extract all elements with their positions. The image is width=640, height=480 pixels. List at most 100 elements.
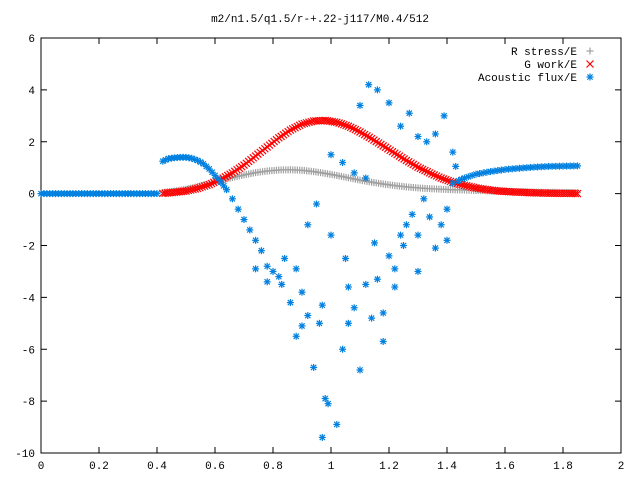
data-point bbox=[318, 301, 326, 309]
data-point bbox=[333, 420, 341, 428]
data-point bbox=[465, 182, 473, 191]
data-point bbox=[327, 231, 335, 239]
chart-title: m2/n1.5/q1.5/r-+.22-j117/M0.4/512 bbox=[211, 14, 429, 26]
legend-marker bbox=[586, 73, 594, 81]
data-point bbox=[300, 119, 309, 128]
data-point bbox=[397, 153, 406, 162]
data-point bbox=[220, 182, 228, 190]
data-point bbox=[363, 132, 371, 140]
data-point bbox=[278, 280, 286, 288]
data-point bbox=[402, 221, 410, 229]
data-point bbox=[439, 174, 448, 183]
data-point bbox=[335, 119, 344, 127]
data-point bbox=[223, 186, 231, 194]
data-point bbox=[324, 400, 332, 408]
data-point bbox=[372, 137, 381, 146]
data-point bbox=[393, 150, 402, 159]
data-point bbox=[391, 283, 399, 291]
data-point bbox=[386, 146, 395, 155]
data-point bbox=[405, 109, 413, 117]
data-point bbox=[291, 123, 299, 132]
plot-frame bbox=[40, 37, 622, 454]
x-tick-label: 1.2 bbox=[379, 461, 399, 473]
series-layer bbox=[37, 81, 582, 441]
data-point bbox=[339, 159, 347, 166]
legend-marker bbox=[586, 60, 594, 68]
data-point bbox=[368, 314, 376, 322]
data-point bbox=[189, 185, 197, 194]
data-point bbox=[226, 170, 235, 179]
data-point bbox=[184, 186, 193, 195]
data-point bbox=[573, 189, 582, 198]
data-point bbox=[400, 155, 409, 163]
x-tick-label: 0.8 bbox=[263, 461, 283, 473]
data-point bbox=[182, 187, 190, 195]
data-point bbox=[408, 210, 416, 218]
data-point bbox=[423, 167, 432, 176]
data-point bbox=[469, 183, 478, 192]
data-point bbox=[423, 138, 431, 146]
data-point bbox=[362, 174, 370, 182]
y-tick-label: 0 bbox=[28, 190, 35, 202]
data-point bbox=[257, 247, 265, 255]
data-point bbox=[318, 433, 326, 441]
data-point bbox=[332, 118, 341, 127]
data-point bbox=[344, 122, 353, 131]
data-point bbox=[356, 101, 364, 109]
data-point bbox=[397, 231, 405, 239]
data-point bbox=[391, 265, 399, 273]
data-point bbox=[376, 140, 385, 149]
data-point bbox=[452, 162, 460, 170]
data-point bbox=[298, 120, 306, 129]
y-tick-label: -6 bbox=[22, 345, 35, 357]
data-point bbox=[411, 161, 420, 170]
data-point bbox=[246, 226, 254, 234]
x-tick-label: 1 bbox=[328, 461, 335, 473]
legend-label: G work/E bbox=[524, 60, 577, 72]
data-point bbox=[360, 130, 369, 139]
data-point bbox=[298, 288, 306, 296]
data-point bbox=[240, 216, 248, 224]
x-tick-label: 1.4 bbox=[437, 461, 457, 473]
data-point bbox=[383, 144, 392, 153]
data-point bbox=[293, 122, 302, 131]
data-point bbox=[379, 309, 387, 317]
x-tick-label: 0.2 bbox=[89, 461, 109, 473]
data-point bbox=[339, 345, 347, 353]
data-point bbox=[281, 254, 289, 262]
data-point bbox=[315, 319, 323, 327]
data-point bbox=[397, 122, 405, 130]
data-point bbox=[374, 139, 383, 147]
data-point bbox=[371, 239, 378, 247]
data-point bbox=[365, 81, 373, 89]
y-tick-label: 4 bbox=[28, 86, 35, 98]
data-point bbox=[205, 180, 214, 189]
data-point bbox=[425, 168, 434, 177]
data-point bbox=[432, 172, 441, 180]
x-tick-label: 1.8 bbox=[553, 461, 573, 473]
data-point bbox=[234, 205, 242, 213]
data-point bbox=[342, 121, 351, 130]
data-point bbox=[418, 165, 427, 174]
x-tick-label: 0 bbox=[38, 461, 45, 473]
data-point bbox=[288, 124, 297, 133]
data-point bbox=[286, 299, 294, 307]
data-point bbox=[385, 99, 393, 107]
data-point bbox=[349, 124, 357, 133]
data-point bbox=[449, 148, 457, 156]
data-point bbox=[321, 395, 329, 403]
data-point bbox=[195, 183, 204, 192]
data-point bbox=[298, 322, 306, 330]
data-point bbox=[407, 159, 415, 168]
data-point bbox=[467, 182, 476, 191]
data-point bbox=[263, 278, 271, 286]
data-point bbox=[263, 262, 271, 270]
data-point bbox=[431, 244, 439, 252]
data-point bbox=[385, 252, 393, 260]
data-point bbox=[379, 337, 387, 345]
data-point bbox=[286, 126, 295, 135]
data-point bbox=[443, 236, 451, 244]
data-point bbox=[292, 265, 300, 273]
data-point bbox=[388, 147, 397, 156]
data-point bbox=[443, 205, 451, 213]
